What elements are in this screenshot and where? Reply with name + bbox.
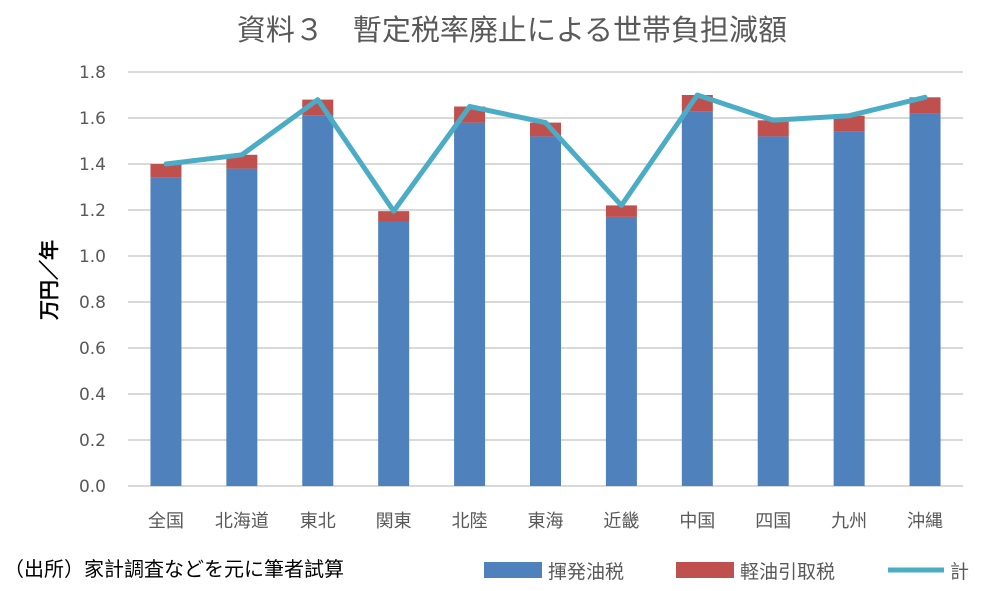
total-line xyxy=(163,92,928,214)
bar-gasoline-tax xyxy=(150,177,182,487)
y-tick-label: 0.8 xyxy=(79,293,106,313)
x-tick-label: 九州 xyxy=(831,511,867,532)
bar-gasoline-tax xyxy=(302,115,334,486)
y-tick-label: 1.4 xyxy=(79,155,106,175)
x-tick-label: 四国 xyxy=(755,511,791,532)
bar-diesel-tax xyxy=(378,211,410,222)
bar-diesel-tax xyxy=(757,120,789,137)
bar-gasoline-tax xyxy=(530,136,561,486)
bar-gasoline-tax xyxy=(757,136,789,486)
bar-gasoline-tax xyxy=(454,122,486,486)
bar-gasoline-tax xyxy=(909,113,941,487)
source-note: （出所）家計調査などを元に筆者試算 xyxy=(4,557,344,581)
y-axis-label: 万円／年 xyxy=(37,240,61,321)
y-tick-label: 0.0 xyxy=(79,477,106,497)
x-axis-labels: 全国 北海道 東北 関東 北陸 東海 近畿 中国 四国 九州 沖縄 xyxy=(148,511,943,532)
bar-gasoline-tax xyxy=(605,216,637,486)
x-tick-label: 東北 xyxy=(300,511,336,532)
chart-title: 資料３ 暫定税率廃止による世帯負担減額 xyxy=(237,13,787,47)
legend-swatch-gasoline-tax xyxy=(484,562,542,578)
y-tick-label: 1.8 xyxy=(79,63,106,83)
x-tick-label: 北陸 xyxy=(452,511,488,532)
legend: 揮発油税 軽油引取税 計 xyxy=(484,561,969,583)
x-tick-label: 全国 xyxy=(148,511,184,532)
x-tick-label: 中国 xyxy=(679,511,715,532)
bar-gasoline-tax xyxy=(378,221,410,486)
y-tick-label: 0.4 xyxy=(79,385,106,405)
line-total xyxy=(163,92,928,214)
y-tick-label: 0.2 xyxy=(79,431,106,451)
bar-gasoline-tax xyxy=(226,168,258,486)
bar-diesel-tax xyxy=(150,164,182,178)
legend-label-gasoline-tax: 揮発油税 xyxy=(548,561,624,583)
y-axis-ticks: 0.0 0.2 0.4 0.6 0.8 1.0 1.2 1.4 1.6 1.8 xyxy=(79,63,106,497)
x-tick-label: 沖縄 xyxy=(907,511,943,532)
bar-gasoline-tax xyxy=(833,131,865,487)
bar-gasoline-tax xyxy=(681,111,713,486)
bar-diesel-tax xyxy=(833,115,865,132)
legend-label-diesel-tax: 軽油引取税 xyxy=(740,561,835,583)
legend-swatch-diesel-tax xyxy=(676,562,734,578)
y-tick-label: 1.6 xyxy=(79,109,106,129)
x-tick-label: 関東 xyxy=(376,511,412,532)
x-tick-label: 近畿 xyxy=(603,511,639,532)
bars xyxy=(150,95,941,487)
legend-label-total: 計 xyxy=(950,561,969,583)
x-tick-label: 東海 xyxy=(528,511,564,532)
bar-diesel-tax xyxy=(605,205,637,217)
y-tick-label: 0.6 xyxy=(79,339,106,359)
x-tick-label: 北海道 xyxy=(215,511,269,532)
y-tick-label: 1.2 xyxy=(79,201,106,221)
y-tick-label: 1.0 xyxy=(79,247,106,267)
